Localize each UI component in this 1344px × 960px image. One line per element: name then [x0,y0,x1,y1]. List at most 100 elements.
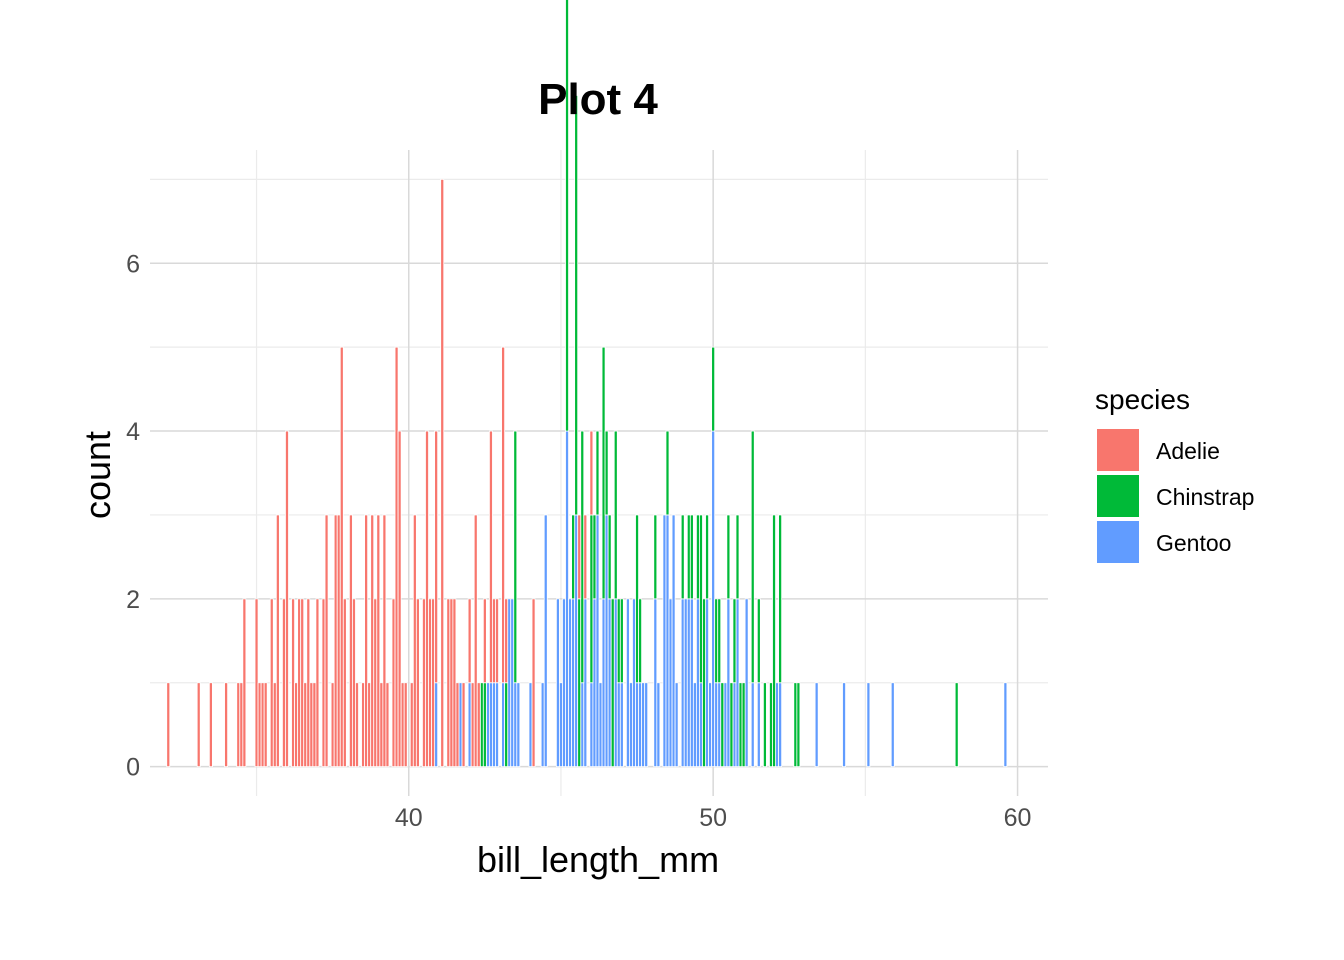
histogram-bar-chinstrap [504,682,509,768]
histogram-bar-gentoo [744,598,749,768]
x-tick-label: 60 [1004,804,1032,832]
histogram-bar-chinstrap [796,682,801,768]
histogram-bar-adelie [236,682,241,768]
histogram-bar-chinstrap [574,95,579,516]
y-tick-label: 6 [126,250,140,278]
histogram-bar-chinstrap [601,346,606,600]
histogram-bar-gentoo [574,514,579,768]
histogram-bar-adelie [315,598,320,768]
histogram-bar-adelie [257,682,262,768]
histogram-bar-adelie [425,430,429,768]
histogram-bar-gentoo [607,598,612,768]
histogram-bar-gentoo [489,682,493,768]
histogram-bar-gentoo [671,514,676,768]
histogram-bar-gentoo [604,514,609,768]
histogram-bar-gentoo [866,682,871,768]
histogram-bar-gentoo [656,682,661,768]
histogram-bar-adelie [239,682,244,768]
histogram-bar-adelie [504,598,509,684]
legend-key-chinstrap [1097,475,1139,517]
histogram-bar-gentoo [641,682,646,768]
histogram-bar-gentoo [485,682,490,768]
histogram-bar-chinstrap [665,430,670,516]
histogram-bar-chinstrap [720,682,725,768]
y-tick-label: 4 [126,418,140,446]
histogram-bar-adelie [294,682,299,768]
histogram-bar-chinstrap [607,514,612,600]
histogram-bar-chinstrap [686,514,691,600]
y-tick-label: 2 [126,586,140,614]
histogram-bar-gentoo [434,682,439,768]
histogram-bar-chinstrap [705,514,709,600]
histogram-bar-adelie [342,598,347,768]
histogram-bar-gentoo [467,682,472,768]
histogram-bar-adelie [352,598,356,768]
histogram-bar-gentoo [619,682,624,768]
histogram-bar-adelie [303,682,308,768]
histogram-bar-adelie [501,346,506,684]
histogram-bar-gentoo [750,682,755,768]
histogram-bar-adelie [440,178,445,768]
histogram-bar-adelie [196,682,201,768]
histogram-bar-chinstrap [741,682,746,768]
histogram-bar-gentoo [507,598,512,768]
histogram-bar-gentoo [726,598,731,768]
histogram-bar-gentoo [458,682,463,768]
histogram-bar-gentoo [680,598,685,768]
histogram-bar-chinstrap [595,430,600,516]
histogram-bar-gentoo [638,682,643,768]
histogram-bar-gentoo [696,598,700,768]
histogram-bar-adelie [306,598,311,768]
histogram-bar-chinstrap [772,514,776,768]
histogram-bar-chinstrap [729,682,734,768]
histogram-bar-adelie [495,598,499,684]
histogram-bar-gentoo [528,682,533,768]
histogram-bar-adelie [385,682,390,768]
histogram-bar-chinstrap [577,598,582,768]
histogram-bar-adelie [467,598,472,684]
histogram-bar-gentoo [565,430,569,768]
histogram-bar-gentoo [501,682,506,768]
histogram-bar-chinstrap [714,598,719,684]
histogram-bar-gentoo [674,682,679,768]
histogram-bar-adelie [415,598,420,768]
histogram-bar-adelie [428,598,432,768]
histogram-bar-gentoo [635,682,639,768]
histogram-bar-gentoo [562,598,566,768]
histogram-bar-chinstrap [769,682,773,768]
histogram-bar-adelie [431,598,436,768]
histogram-bar-adelie [242,598,247,768]
histogram-bar-gentoo [568,598,573,768]
histogram-bar-gentoo [559,682,563,768]
histogram-bar-gentoo [708,682,713,768]
histogram-bar-gentoo [842,682,846,768]
histogram-bar-chinstrap [565,0,569,432]
histogram-bar-chinstrap [793,682,798,768]
histogram-bar-adelie [473,514,478,768]
histogram-bar-adelie [309,682,314,768]
histogram-bar-gentoo [686,598,691,768]
legend-key-adelie [1097,429,1139,471]
histogram-bar-chinstrap [479,682,484,768]
histogram-bar-adelie [348,514,353,768]
histogram-bar-gentoo [711,430,716,768]
histogram-bar-adelie [321,598,326,768]
histogram-bar-adelie [470,682,475,768]
histogram-bar-adelie [422,598,426,768]
histogram-bar-adelie [367,682,372,768]
histogram-bar-gentoo [662,514,667,768]
histogram-bar-adelie [403,682,408,768]
histogram-bar-adelie [409,682,414,768]
histogram-bar-chinstrap [735,514,740,600]
histogram-bar-adelie [275,514,280,768]
x-tick-label: 50 [699,804,727,832]
histogram-bar-chinstrap [696,514,700,600]
histogram-bar-gentoo [735,598,740,768]
histogram-bar-gentoo [613,598,618,768]
histogram-bar-gentoo [723,682,728,768]
histogram-bar-gentoo [717,682,722,768]
histogram-bar-adelie [492,598,496,684]
histogram-bar-gentoo [705,598,709,768]
histogram-bar-adelie [324,514,329,768]
histogram-bar-adelie [282,598,286,768]
